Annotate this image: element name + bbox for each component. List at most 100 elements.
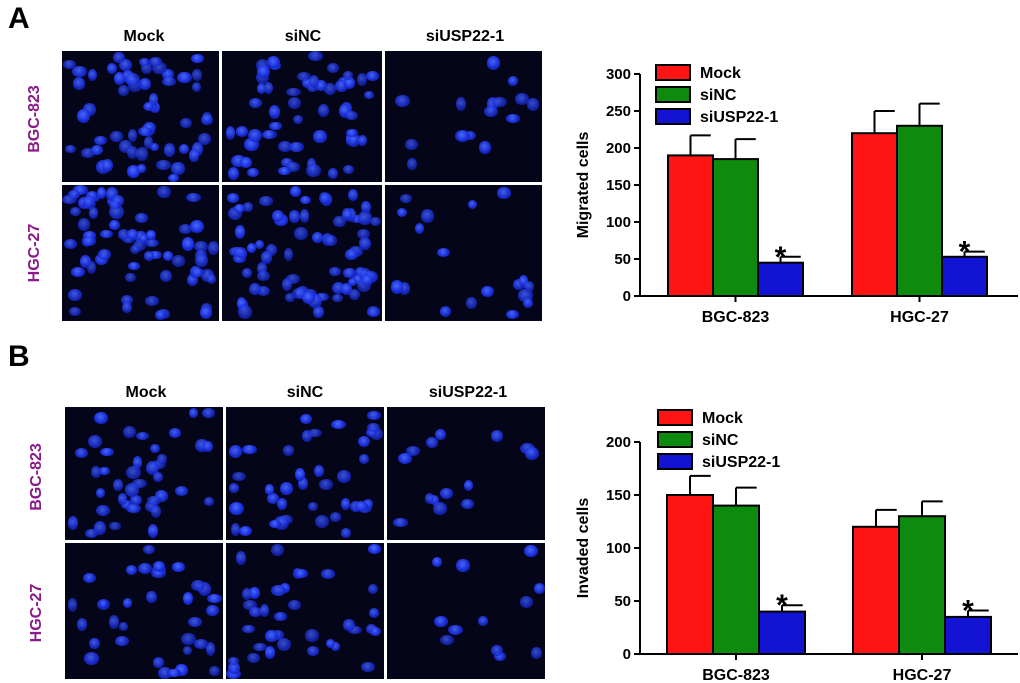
cell-nucleus xyxy=(152,460,166,470)
cell-nucleus xyxy=(393,518,409,527)
cell-nucleus xyxy=(269,105,281,119)
bar-mock xyxy=(852,525,900,655)
cell-nucleus xyxy=(288,96,302,110)
cell-nucleus xyxy=(135,212,149,223)
cell-nucleus xyxy=(135,147,149,161)
cell-nucleus xyxy=(340,528,351,538)
cell-nucleus xyxy=(299,413,312,424)
col-header-siusp22-b: siUSP22-1 xyxy=(428,384,508,401)
cell-nucleus xyxy=(327,168,339,179)
cell-nucleus xyxy=(139,77,151,90)
cell-nucleus xyxy=(248,606,262,618)
cell-nucleus xyxy=(193,638,209,649)
cell-nucleus xyxy=(75,448,88,458)
cell-nucleus xyxy=(506,310,519,320)
cell-nucleus xyxy=(523,281,535,293)
cell-nucleus xyxy=(455,129,470,142)
cell-nucleus xyxy=(186,274,198,287)
cell-nucleus xyxy=(432,556,443,568)
cell-nucleus xyxy=(336,469,351,483)
col-header-sinc-b: siNC xyxy=(286,384,324,401)
cell-nucleus xyxy=(152,561,165,572)
cell-nucleus xyxy=(68,306,81,317)
cell-nucleus xyxy=(176,71,192,84)
cell-nucleus xyxy=(227,656,239,665)
cell-nucleus xyxy=(149,56,163,67)
cell-nucleus xyxy=(147,524,158,539)
row-label-bgc823-b: BGC-823 xyxy=(28,443,45,511)
row-label-bgc823: BGC-823 xyxy=(26,85,43,153)
cell-nucleus xyxy=(314,465,324,477)
cell-nucleus xyxy=(290,186,301,197)
cell-nucleus xyxy=(265,629,278,643)
cell-nucleus xyxy=(285,274,300,284)
cell-nucleus xyxy=(80,147,96,158)
cell-nucleus xyxy=(228,445,243,459)
cell-nucleus xyxy=(151,568,166,578)
cell-nucleus xyxy=(147,496,161,505)
cell-nucleus xyxy=(187,616,203,627)
cell-nucleus xyxy=(288,599,301,611)
cell-nucleus xyxy=(235,225,246,239)
cell-nucleus xyxy=(146,591,157,603)
cell-nucleus xyxy=(312,231,323,243)
cell-nucleus xyxy=(338,104,350,118)
y-tick-label: 200 xyxy=(606,434,631,451)
cell-nucleus xyxy=(299,209,310,224)
cell-nucleus xyxy=(314,80,327,92)
micrograph-a-bgc823-sinc xyxy=(222,51,382,182)
cell-nucleus xyxy=(228,483,240,493)
cell-nucleus xyxy=(277,638,291,652)
cell-nucleus xyxy=(178,143,189,154)
cell-nucleus xyxy=(331,282,345,294)
x-tick-label: HGC-27 xyxy=(893,667,952,683)
cell-nucleus xyxy=(312,305,324,319)
cell-nucleus xyxy=(139,58,151,67)
cell-nucleus xyxy=(83,572,97,583)
cell-nucleus xyxy=(342,619,356,632)
cell-nucleus xyxy=(202,407,215,419)
cell-nucleus xyxy=(280,481,293,496)
cell-nucleus xyxy=(271,544,285,556)
cell-nucleus xyxy=(137,563,152,574)
cell-nucleus xyxy=(326,62,340,74)
cell-nucleus xyxy=(143,545,155,554)
micrograph-a-hgc27-sinc xyxy=(222,185,382,321)
y-tick-label: 50 xyxy=(614,593,631,610)
cell-nucleus xyxy=(286,87,301,97)
cell-nucleus xyxy=(243,202,254,212)
cell-nucleus xyxy=(341,282,353,295)
cell-nucleus xyxy=(171,255,186,267)
cell-nucleus xyxy=(293,114,304,125)
cell-nucleus xyxy=(366,411,382,420)
cell-nucleus xyxy=(205,605,219,617)
bar-mock xyxy=(851,132,898,297)
legend-label-siusp: siUSP22-1 xyxy=(702,454,780,471)
cell-nucleus xyxy=(315,514,330,528)
cell-nucleus xyxy=(494,652,507,661)
cell-nucleus xyxy=(325,638,336,649)
cell-nucleus xyxy=(434,428,447,441)
cell-nucleus xyxy=(400,194,413,203)
y-tick-label: 100 xyxy=(606,214,631,231)
legend-swatch-mock xyxy=(655,64,691,81)
cell-nucleus xyxy=(305,628,319,642)
cell-nucleus xyxy=(152,657,165,669)
cell-nucleus xyxy=(263,81,274,94)
cell-nucleus xyxy=(395,94,410,107)
cell-nucleus xyxy=(359,453,369,464)
legend-label-mock: Mock xyxy=(702,410,743,427)
cell-nucleus xyxy=(285,161,301,173)
cell-nucleus xyxy=(123,598,133,608)
cell-nucleus xyxy=(468,199,478,210)
cell-nucleus xyxy=(344,110,358,120)
cell-nucleus xyxy=(425,437,439,449)
cell-nucleus xyxy=(242,588,253,601)
cell-nucleus xyxy=(145,461,159,475)
cell-nucleus xyxy=(89,637,100,650)
cell-nucleus xyxy=(298,477,309,491)
cell-nucleus xyxy=(209,665,220,676)
y-tick-label: 100 xyxy=(606,540,631,557)
cell-nucleus xyxy=(238,526,252,537)
cell-nucleus xyxy=(358,210,372,225)
